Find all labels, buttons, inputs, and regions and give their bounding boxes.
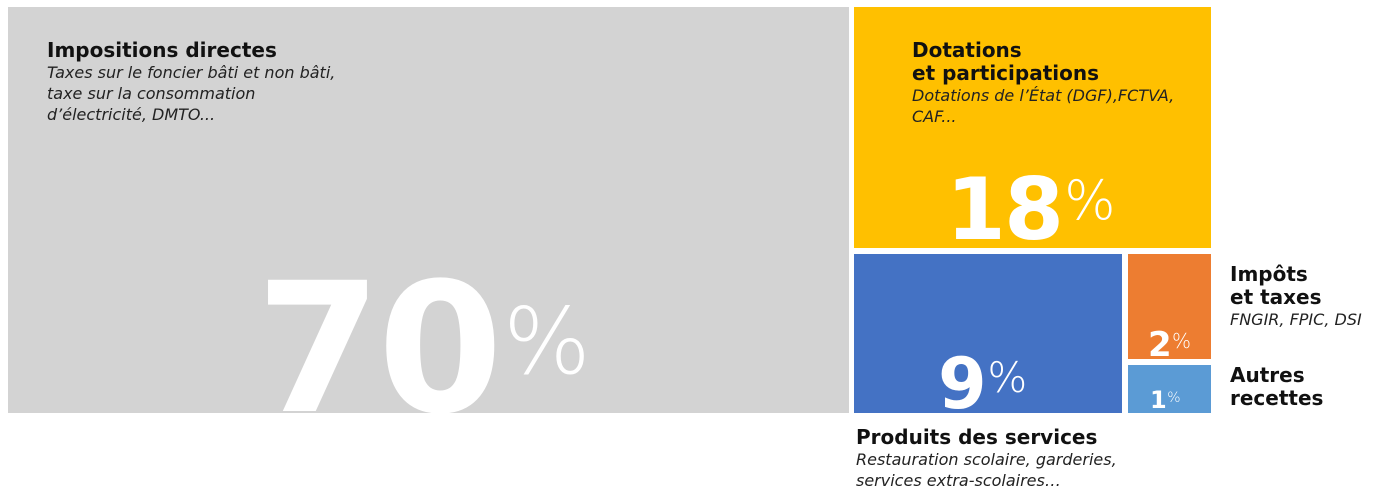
produits-symbol: % — [987, 353, 1027, 402]
impositions-desc: Taxes sur le foncier bâti et non bâti, t… — [47, 62, 347, 125]
autres-title: Autres recettes — [1230, 364, 1385, 410]
dotations-percent: 18% — [946, 167, 1116, 248]
autres-value: 1 — [1150, 386, 1166, 413]
dotations-title: Dotations et participations — [912, 39, 1192, 85]
impots-value: 2 — [1148, 325, 1171, 359]
produits-percent: 9% — [938, 349, 1027, 413]
produits-title: Produits des services — [856, 426, 1176, 449]
autres-symbol: % — [1167, 390, 1180, 406]
autres-percent: 1% — [1150, 388, 1181, 412]
tile-autres-recettes: 1% — [1128, 365, 1211, 413]
impots-percent: 2% — [1148, 328, 1191, 359]
dotations-symbol: % — [1064, 169, 1115, 232]
impositions-symbol: % — [503, 288, 590, 395]
dotations-label: Dotations et participations Dotations de… — [912, 39, 1192, 127]
produits-value: 9 — [938, 343, 985, 413]
impots-label: Impôts et taxes FNGIR, FPIC, DSI — [1230, 263, 1385, 330]
impositions-label: Impositions directes Taxes sur le foncie… — [47, 39, 347, 125]
impositions-title: Impositions directes — [47, 39, 347, 62]
produits-label: Produits des services Restauration scola… — [856, 426, 1176, 491]
tile-impositions-directes: Impositions directes Taxes sur le foncie… — [8, 7, 849, 413]
impots-title: Impôts et taxes — [1230, 263, 1385, 309]
dotations-value: 18 — [946, 160, 1062, 248]
impositions-value: 70 — [256, 245, 499, 413]
tile-produits-des-services: 9% — [854, 254, 1122, 413]
produits-desc: Restauration scolaire, garderies, servic… — [856, 449, 1176, 491]
autres-label: Autres recettes — [1230, 364, 1385, 410]
tile-dotations-participations: Dotations et participations Dotations de… — [854, 7, 1211, 248]
dotations-desc: Dotations de l’État (DGF),FCTVA, CAF... — [912, 85, 1192, 127]
impots-desc: FNGIR, FPIC, DSI — [1230, 309, 1385, 330]
impots-symbol: % — [1172, 329, 1191, 353]
tile-impots-et-taxes: 2% — [1128, 254, 1211, 359]
impositions-percent: 70% — [256, 260, 591, 413]
